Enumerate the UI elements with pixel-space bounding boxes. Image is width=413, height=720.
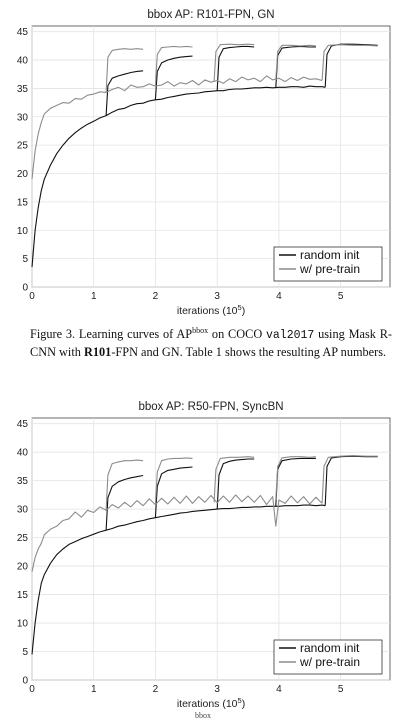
chart-r50-fpn-syncbn: bbox AP: R50-FPN, SyncBN 051015202530354… — [17, 401, 390, 710]
legend-label: random init — [300, 248, 360, 262]
chart-title: bbox AP: R101-FPN, GN — [147, 9, 274, 21]
x-tick-label: 5 — [338, 291, 344, 302]
x-tick-label: 1 — [91, 291, 97, 302]
y-tick-label: 0 — [22, 676, 28, 687]
caption-suffix: -FPN and GN. Table 1 shows the resulting… — [111, 345, 386, 359]
x-tick-label: 2 — [153, 291, 159, 302]
x-axis-label: iterations (105) — [177, 696, 245, 710]
caption-mid1: on COCO — [208, 327, 266, 341]
y-tick-label: 0 — [22, 283, 28, 294]
y-tick-label: 15 — [17, 590, 29, 601]
x-tick-label: 3 — [214, 291, 220, 302]
caption-code: val2017 — [266, 329, 314, 342]
caption-prefix: Figure 3. Learning curves of AP — [30, 327, 192, 341]
cropped-text-fragment: bbox — [195, 712, 211, 720]
y-tick-label: 20 — [17, 562, 29, 573]
x-tick-label: 5 — [338, 684, 344, 695]
y-tick-label: 40 — [17, 56, 29, 67]
x-tick-label: 4 — [276, 684, 282, 695]
legend-label: w/ pre-train — [299, 655, 360, 669]
x-tick-label: 1 — [91, 684, 97, 695]
y-tick-label: 30 — [17, 112, 29, 123]
y-tick-label: 5 — [22, 254, 28, 265]
x-axis-label: iterations (105) — [177, 303, 245, 317]
figure-caption: Figure 3. Learning curves of APbbox on C… — [30, 322, 392, 361]
x-tick-label: 2 — [153, 684, 159, 695]
caption-bold: R101 — [84, 345, 111, 359]
y-tick-label: 25 — [17, 141, 29, 152]
chart-r101-fpn-gn: bbox AP: R101-FPN, GN 051015202530354045… — [17, 9, 390, 317]
x-tick-label: 0 — [29, 291, 35, 302]
y-tick-label: 30 — [17, 505, 29, 516]
legend-label: random init — [300, 641, 360, 655]
y-tick-label: 45 — [17, 419, 29, 430]
y-tick-label: 35 — [17, 476, 29, 487]
x-tick-label: 3 — [214, 684, 220, 695]
y-tick-label: 15 — [17, 197, 29, 208]
caption-sup: bbox — [192, 326, 208, 335]
legend-label: w/ pre-train — [299, 262, 360, 276]
y-tick-label: 40 — [17, 448, 29, 459]
chart-title: bbox AP: R50-FPN, SyncBN — [138, 401, 283, 413]
x-tick-label: 0 — [29, 684, 35, 695]
y-tick-label: 5 — [22, 647, 28, 658]
x-tick-label: 4 — [276, 291, 282, 302]
y-tick-label: 45 — [17, 27, 29, 38]
y-tick-label: 20 — [17, 169, 29, 180]
y-tick-label: 25 — [17, 533, 29, 544]
y-tick-label: 10 — [17, 226, 29, 237]
y-tick-label: 10 — [17, 619, 29, 630]
y-tick-label: 35 — [17, 84, 29, 95]
